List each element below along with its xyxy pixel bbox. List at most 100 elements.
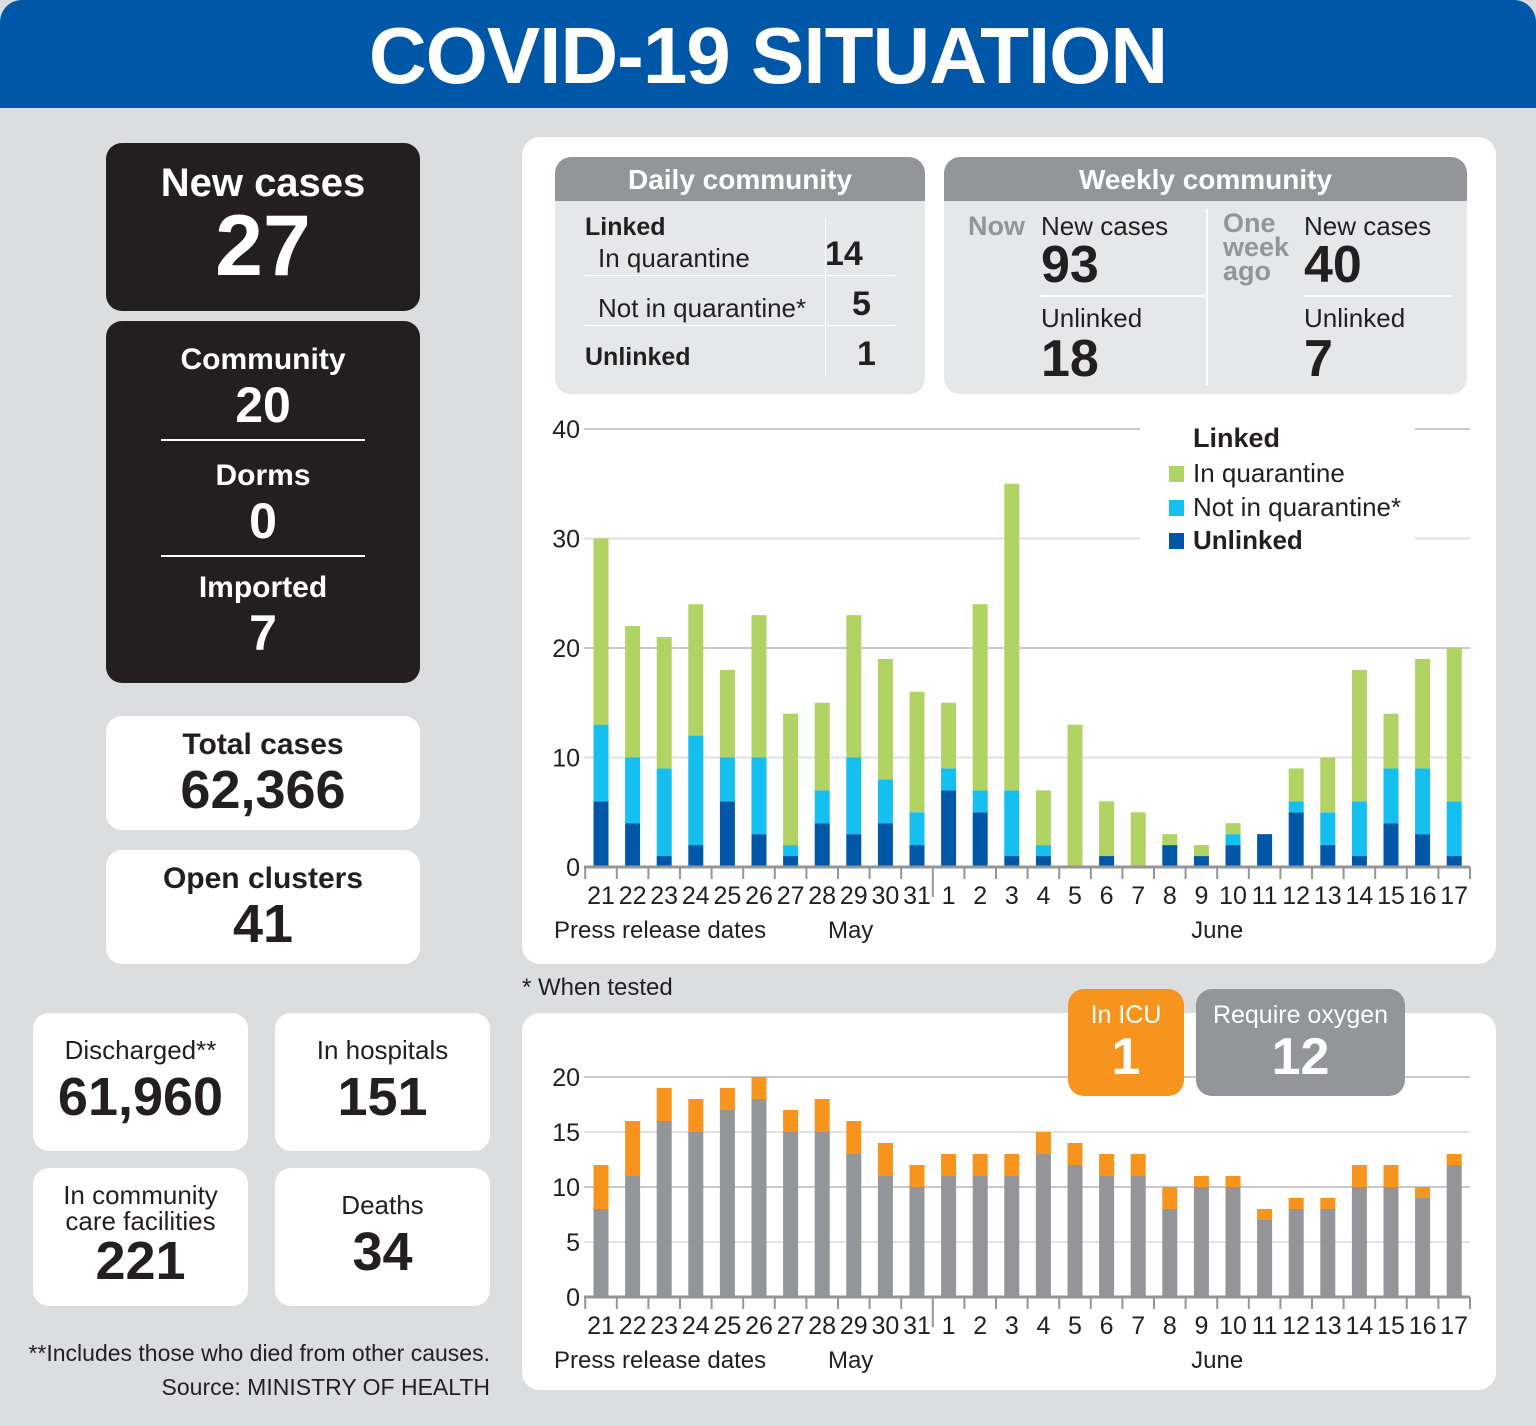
bar-unlinked (1446, 856, 1462, 867)
x-tick-label: 27 (777, 882, 805, 910)
community-care-label: In community care facilities (63, 1180, 218, 1236)
x-tick-label: 5 (1068, 882, 1082, 910)
x-tick-label: 15 (1377, 1312, 1405, 1340)
bar-require-oxygen (909, 1187, 925, 1297)
divider (161, 555, 365, 557)
imported-label: Imported (198, 571, 328, 604)
x-tick-label: 7 (1131, 882, 1145, 910)
now-new-value: 93 (1041, 236, 1099, 294)
bar-in-icu (909, 1165, 925, 1187)
bar-in-quarantine (1320, 757, 1336, 813)
y-tick-label: 20 (552, 635, 580, 663)
bar-unlinked (972, 812, 988, 867)
bar-in-icu (625, 1121, 641, 1176)
now-unlinked-label: Unlinked (1041, 303, 1143, 333)
y-tick-label: 15 (552, 1119, 580, 1147)
bar-not-in-quarantine (688, 735, 704, 846)
bar-in-icu (1225, 1176, 1241, 1187)
bar-in-icu (1446, 1154, 1462, 1165)
bar-require-oxygen (1415, 1198, 1431, 1297)
y-tick-label: 10 (552, 745, 580, 773)
x-tick-label: 16 (1409, 1312, 1437, 1340)
bar-require-oxygen (593, 1209, 609, 1297)
x-tick-label: 24 (682, 1312, 710, 1340)
x-tick-label: 4 (1036, 1312, 1050, 1340)
unlinked-label: Unlinked (585, 343, 691, 371)
x-tick-label: 7 (1131, 1312, 1145, 1340)
bar-in-icu (846, 1121, 862, 1154)
bar-in-icu (593, 1165, 609, 1209)
bar-not-in-quarantine (972, 790, 988, 813)
legend-item-unlinked: Unlinked (1140, 524, 1415, 556)
source: Source: MINISTRY OF HEALTH (161, 1374, 490, 1400)
bar-unlinked (688, 845, 704, 867)
not-in-quarantine-label: Not in quarantine* (598, 293, 807, 323)
bar-unlinked (1162, 845, 1178, 867)
bar-in-quarantine (1383, 713, 1399, 769)
bar-not-in-quarantine (1383, 768, 1399, 824)
bar-in-quarantine (1004, 483, 1020, 791)
x-tick-label: 23 (650, 1312, 678, 1340)
bar-require-oxygen (719, 1110, 735, 1297)
x-tick-label: 2 (973, 882, 987, 910)
bar-not-in-quarantine (1004, 790, 1020, 857)
bar-not-in-quarantine (1225, 834, 1241, 846)
x-tick-label: 28 (808, 1312, 836, 1340)
y-tick-label: 0 (566, 854, 580, 882)
x-tick-label: 22 (619, 1312, 647, 1340)
bar-unlinked (1383, 823, 1399, 867)
dorms-label: Dorms (215, 459, 311, 492)
x-tick-label: 25 (713, 1312, 741, 1340)
community-care-value: 221 (95, 1231, 186, 1291)
bar-in-quarantine (877, 658, 893, 780)
deaths-card: Deaths 34 (275, 1168, 490, 1306)
bar-in-icu (751, 1077, 767, 1099)
bar-require-oxygen (1446, 1165, 1462, 1297)
one-week-ago-label: One week ago (1223, 208, 1290, 286)
x-tick-label: 17 (1440, 882, 1468, 910)
x-tick-label: 21 (587, 1312, 615, 1340)
footnotes: **Includes those who died from other cau… (0, 1336, 490, 1404)
bar-unlinked (1099, 856, 1115, 867)
bar-in-quarantine (719, 669, 735, 758)
bar-require-oxygen (1225, 1187, 1241, 1297)
in-hospitals-value: 151 (337, 1067, 428, 1127)
bar-require-oxygen (972, 1176, 988, 1297)
icu-label: In ICU (1090, 1001, 1162, 1029)
bar-in-icu (1257, 1209, 1273, 1220)
icu-value: 1 (1111, 1028, 1141, 1086)
bar-in-quarantine (1099, 801, 1115, 857)
bar-require-oxygen (846, 1154, 862, 1297)
bar-require-oxygen (1035, 1154, 1051, 1297)
x-tick-label: 24 (682, 882, 710, 910)
bar-require-oxygen (877, 1176, 893, 1297)
in-quarantine-value: 14 (825, 235, 863, 273)
x-tick-label: 21 (587, 882, 615, 910)
x-tick-label: 31 (903, 882, 931, 910)
bar-not-in-quarantine (593, 724, 609, 802)
legend-label: Not in quarantine* (1193, 492, 1402, 522)
bar-in-quarantine (783, 713, 799, 846)
bar-in-quarantine (814, 702, 830, 791)
bar-unlinked (593, 801, 609, 867)
month-label: May (828, 1347, 873, 1374)
open-clusters-card: Open clusters 41 (106, 850, 420, 964)
x-tick-label: 6 (1100, 1312, 1114, 1340)
legend-title: Linked (1193, 423, 1281, 453)
open-clusters-value: 41 (232, 894, 294, 954)
bar-unlinked (909, 845, 925, 867)
x-tick-label: 11 (1252, 1312, 1278, 1340)
bar-not-in-quarantine (846, 757, 862, 835)
x-tick-label: 12 (1282, 1312, 1310, 1340)
x-tick-label: 17 (1440, 1312, 1468, 1340)
divider (1304, 295, 1451, 297)
weekly-community-box: Weekly community Now New cases 93 Unlink… (944, 157, 1467, 394)
linked-label: Linked (585, 213, 666, 241)
bar-in-quarantine (625, 626, 641, 758)
bar-require-oxygen (1067, 1165, 1083, 1297)
x-tick-label: 31 (903, 1312, 931, 1340)
bar-not-in-quarantine (1288, 801, 1304, 813)
bar-require-oxygen (1383, 1187, 1399, 1297)
discharged-value: 61,960 (57, 1067, 224, 1127)
bar-in-quarantine (846, 615, 862, 758)
